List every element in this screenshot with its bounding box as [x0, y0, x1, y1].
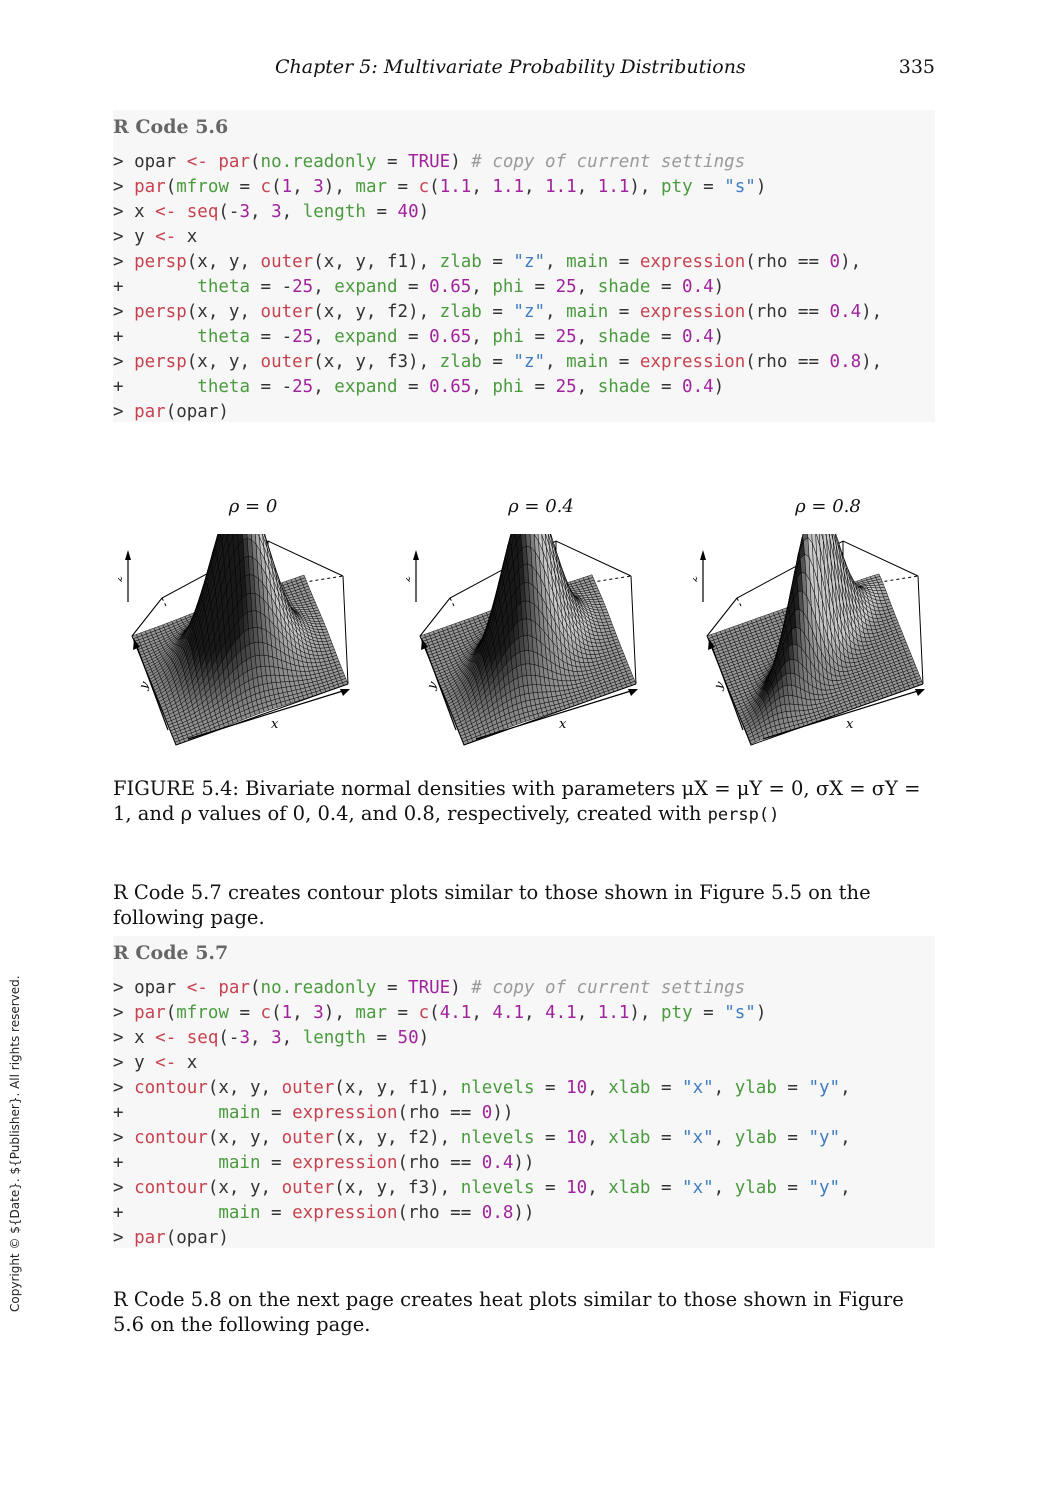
code-block-5-7: R Code 5.7 > opar <- par(no.readonly = T… — [113, 936, 935, 1248]
surface-facet — [220, 534, 225, 542]
caption-label: FIGURE 5.4: — [113, 777, 239, 800]
code-line: + main = expression(rho == 0)) — [113, 1103, 514, 1123]
y-arrowhead — [133, 639, 140, 650]
code-line: > contour(x, y, outer(x, y, f2), nlevels… — [113, 1128, 851, 1148]
figure-caption: FIGURE 5.4: Bivariate normal densities w… — [113, 776, 935, 828]
x-arrowhead — [340, 689, 350, 696]
persp-plot: zyx — [693, 534, 925, 746]
code-line: > contour(x, y, outer(x, y, f3), nlevels… — [113, 1178, 851, 1198]
code-line: > persp(x, y, outer(x, y, f2), zlab = "z… — [113, 302, 883, 322]
paragraph: R Code 5.7 creates contour plots similar… — [113, 881, 871, 929]
z-axis-label: z — [118, 575, 125, 583]
code-line: + main = expression(rho == 0.4)) — [113, 1153, 535, 1173]
code-line: > opar <- par(no.readonly = TRUE) # copy… — [113, 152, 746, 172]
box-edge-dashed — [449, 597, 455, 607]
code-line: > x <- seq(-3, 3, length = 50) — [113, 1028, 430, 1048]
panel-title: ρ = 0.4 — [508, 496, 574, 517]
y-arrowhead — [708, 639, 715, 650]
x-axis-arrow — [187, 689, 347, 740]
x-axis-arrow — [762, 689, 922, 740]
surface — [131, 534, 349, 746]
surface-facet — [508, 534, 513, 543]
code-line: + theta = -25, expand = 0.65, phi = 25, … — [113, 327, 725, 347]
caption-code: persp() — [707, 805, 780, 825]
box-edge — [131, 597, 163, 637]
code-line: > par(mfrow = c(1, 3), mar = c(4.1, 4.1,… — [113, 1003, 767, 1023]
persp-panel: ρ = 0 zyx — [118, 490, 388, 755]
code-listing: > opar <- par(no.readonly = TRUE) # copy… — [113, 150, 882, 425]
caption-text: Bivariate normal densities with paramete… — [113, 777, 921, 825]
code-line: > par(opar) — [113, 402, 229, 422]
z-axis-label: z — [406, 575, 413, 583]
z-arrowhead — [413, 550, 419, 560]
z-axis-label: z — [693, 575, 700, 583]
x-arrowhead — [628, 689, 638, 696]
persp-panel: ρ = 0.8 zyx — [693, 490, 963, 755]
y-axis-arrow — [710, 643, 744, 731]
copyright-notice: Copyright © ${Date}. ${Publisher}. All r… — [8, 975, 22, 1312]
code-line: > y <- x — [113, 227, 198, 247]
code-line: > persp(x, y, outer(x, y, f3), zlab = "z… — [113, 352, 883, 372]
x-axis-arrow — [475, 689, 635, 740]
chapter-title: Chapter 5: Multivariate Probability Dist… — [275, 56, 746, 78]
code-line: + theta = -25, expand = 0.65, phi = 25, … — [113, 377, 725, 397]
page-number: 335 — [898, 56, 935, 78]
code-line: > x <- seq(-3, 3, length = 40) — [113, 202, 430, 222]
box-edge — [419, 597, 451, 637]
box-edge — [342, 575, 349, 685]
y-arrowhead — [421, 639, 428, 650]
code-title: R Code 5.6 — [113, 116, 229, 138]
code-line: + main = expression(rho == 0.8)) — [113, 1203, 535, 1223]
code-line: > y <- x — [113, 1053, 198, 1073]
box-edge — [917, 575, 924, 685]
surface — [706, 534, 924, 745]
y-axis-arrow — [135, 643, 169, 731]
persp-plot: zyx — [118, 534, 350, 746]
persp-plot: zyx — [406, 534, 638, 746]
figure-5-4: ρ = 0 zyx ρ = 0.4 zyx ρ = 0.8 zyx — [113, 490, 943, 760]
x-axis-label: x — [271, 717, 279, 732]
code-title: R Code 5.7 — [113, 942, 229, 964]
box-edge — [630, 575, 637, 685]
code-line: > opar <- par(no.readonly = TRUE) # copy… — [113, 978, 746, 998]
z-arrowhead — [700, 550, 706, 560]
code-line: + theta = -25, expand = 0.65, phi = 25, … — [113, 277, 725, 297]
running-header: Chapter 5: Multivariate Probability Dist… — [113, 56, 935, 82]
persp-panel: ρ = 0.4 zyx — [406, 490, 676, 755]
box-edge-dashed — [736, 597, 742, 607]
paragraph: R Code 5.8 on the next page creates heat… — [113, 1288, 904, 1336]
box-edge-dashed — [161, 597, 167, 607]
code-line: > par(opar) — [113, 1228, 229, 1248]
x-arrowhead — [915, 689, 925, 696]
code-block-5-6: R Code 5.6 > opar <- par(no.readonly = T… — [113, 110, 935, 422]
z-arrowhead — [125, 550, 131, 560]
code-listing: > opar <- par(no.readonly = TRUE) # copy… — [113, 976, 851, 1251]
code-line: > par(mfrow = c(1, 3), mar = c(1.1, 1.1,… — [113, 177, 767, 197]
code-line: > contour(x, y, outer(x, y, f1), nlevels… — [113, 1078, 851, 1098]
x-axis-label: x — [846, 717, 854, 732]
x-axis-label: x — [559, 717, 567, 732]
y-axis-arrow — [423, 643, 457, 731]
box-edge — [706, 597, 738, 637]
surface — [419, 534, 637, 745]
panel-title: ρ = 0 — [228, 496, 278, 517]
code-line: > persp(x, y, outer(x, y, f1), zlab = "z… — [113, 252, 862, 272]
panel-title: ρ = 0.8 — [795, 496, 861, 517]
